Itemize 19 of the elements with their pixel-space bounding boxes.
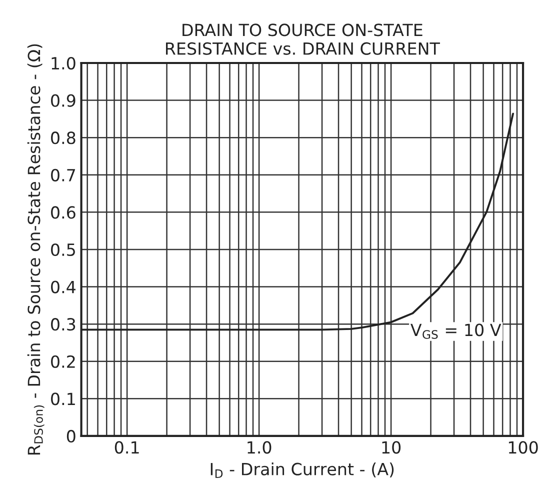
- y-axis-title: R$_{DS(on)}$ - Drain to Source on-State Resistance - (Ω): [27, 44, 44, 455]
- x-tick-label: 100: [508, 441, 538, 454]
- x-tick-label: 0.1: [114, 441, 139, 454]
- y-tick-label: 1.0: [52, 56, 76, 70]
- y-tick-label: 0.7: [51, 168, 76, 182]
- y-tick-label: 0.4: [51, 280, 76, 294]
- y-tick-label: 0.3: [51, 318, 76, 331]
- y-tick-label: 0.9: [51, 94, 76, 107]
- annotation: V$_{GS}$ = 10 V: [410, 324, 502, 339]
- y-tick-label: 0.8: [51, 132, 76, 144]
- y-tick-label: 0.6: [51, 206, 76, 219]
- x-axis-title: I$_{D}$ - Drain Current - (A): [210, 462, 394, 478]
- y-tick-label: 0: [66, 430, 76, 443]
- y-tick-label: 0.1: [51, 392, 75, 406]
- x-tick-label: 10: [382, 441, 401, 454]
- x-tick-label: 1.0: [248, 441, 272, 454]
- chart-title: DRAIN TO SOURCE ON-STATE RESISTANCE vs. DRAIN CURRENT: [166, 24, 440, 55]
- y-tick-label: 0.2: [51, 355, 75, 368]
- y-tick-label: 0.5: [51, 243, 75, 256]
